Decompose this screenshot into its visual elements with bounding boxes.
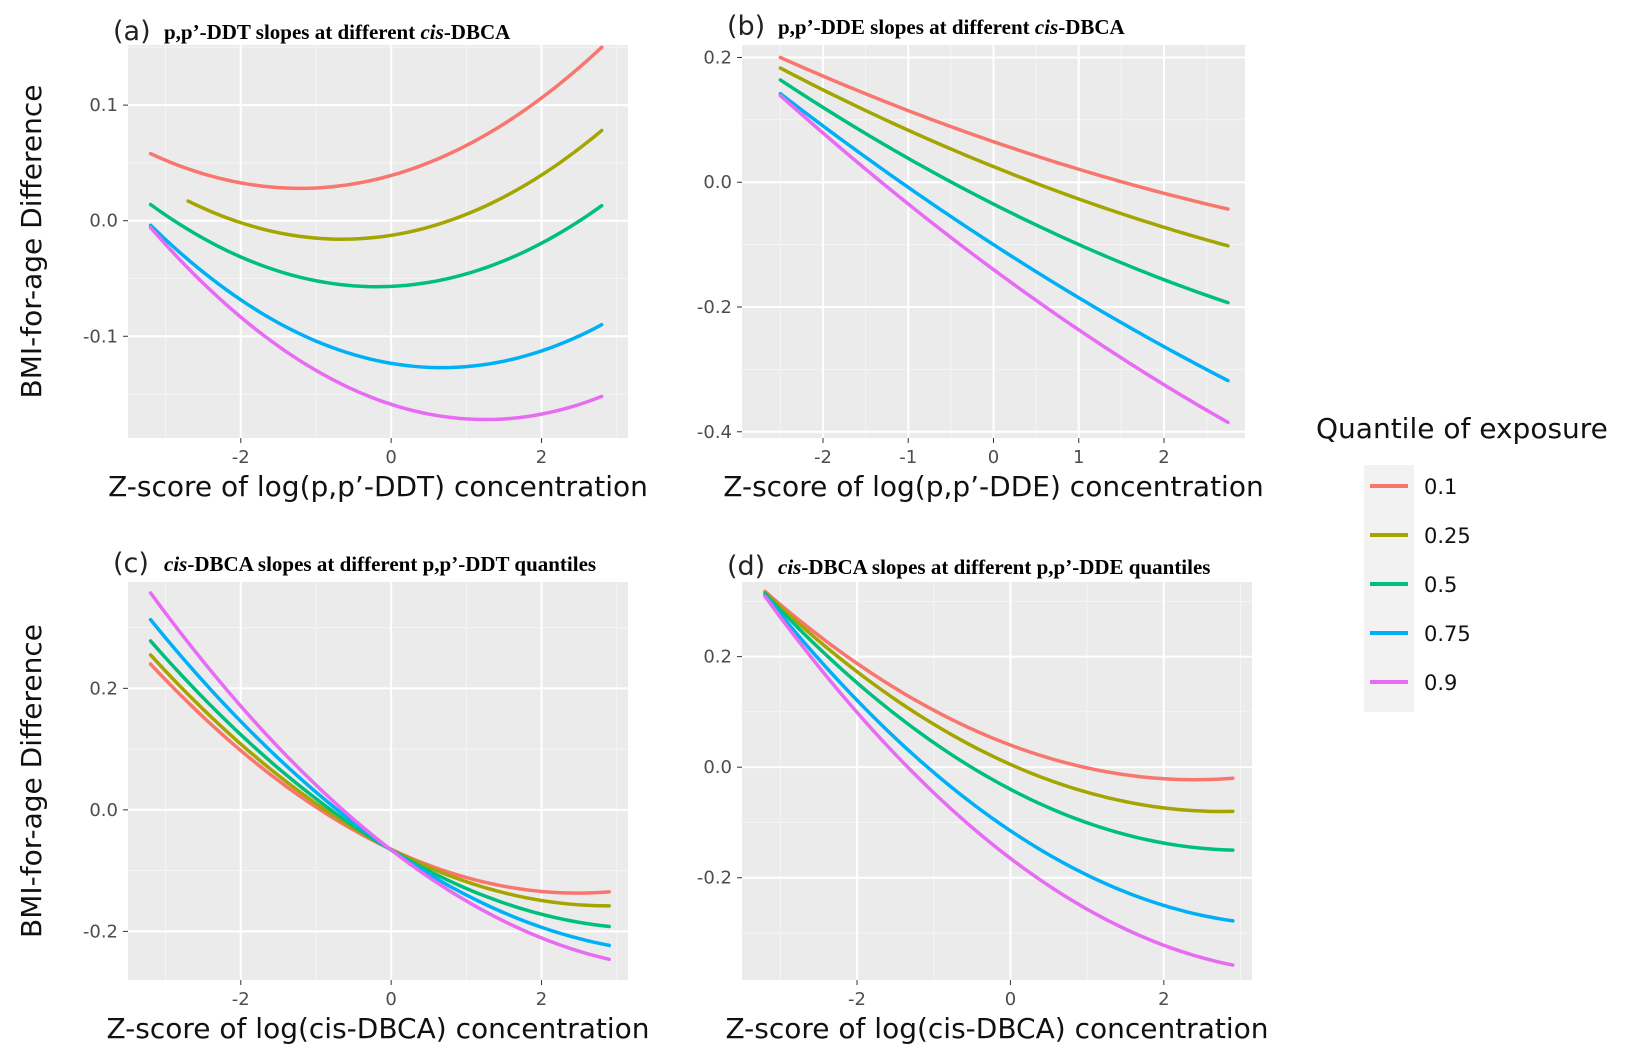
x-tick-label: 0 bbox=[385, 447, 396, 468]
y-tick-label: 0.2 bbox=[703, 647, 732, 668]
panel-title: cis-DBCA slopes at different p,p’-DDT qu… bbox=[164, 552, 596, 576]
series-line-0_9 bbox=[778, 93, 1230, 425]
series-line-0_1 bbox=[763, 589, 1235, 782]
series-line-0_75 bbox=[778, 91, 1230, 383]
panel-d: -2 0 2 0.2 0.0 -0.2 (d) cis-DBCA slopes at diff… bbox=[697, 551, 1269, 1045]
legend-label: 0.9 bbox=[1424, 671, 1457, 695]
series-line-0_5 bbox=[778, 78, 1230, 305]
legend-label: 0.5 bbox=[1424, 573, 1457, 597]
legend-label: 0.75 bbox=[1424, 622, 1471, 646]
panel-letter: (c) bbox=[113, 548, 149, 579]
series-line-0_9 bbox=[763, 594, 1235, 967]
series-line-0_5 bbox=[148, 202, 604, 289]
x-tick-label: 2 bbox=[536, 989, 547, 1010]
panels: -2 0 2 0.1 0.0 -0.1 (a) p,p’-DDT slopes at diff… bbox=[15, 11, 1269, 1045]
x-tick-label: 0 bbox=[1005, 989, 1016, 1010]
x-axis-label: Z-score of log(cis-DBCA) concentration bbox=[725, 1012, 1268, 1045]
series-line-0_1 bbox=[778, 55, 1230, 211]
plot-background bbox=[128, 45, 628, 438]
series-line-0_25 bbox=[778, 66, 1230, 248]
x-tick-label: 2 bbox=[1158, 989, 1169, 1010]
series-line-0_25 bbox=[186, 128, 604, 241]
x-tick-label: -2 bbox=[814, 447, 832, 468]
series-line-0_9 bbox=[148, 225, 604, 422]
y-tick-label: 0.0 bbox=[89, 800, 118, 821]
panel-title: p,p’-DDE slopes at different cis-DBCA bbox=[778, 15, 1126, 39]
panel-letter: (a) bbox=[113, 16, 151, 47]
y-tick-label: 0.2 bbox=[89, 678, 118, 699]
y-tick-label: -0.4 bbox=[697, 422, 732, 443]
y-axis-label: BMI-for-age Difference bbox=[15, 624, 48, 938]
panel-letter: (b) bbox=[727, 11, 765, 42]
y-tick-label: 0.0 bbox=[89, 211, 118, 232]
y-tick-label: 0.2 bbox=[703, 47, 732, 68]
x-tick-label: 0 bbox=[988, 447, 999, 468]
series-line-0_1 bbox=[148, 45, 604, 191]
x-tick-label: -1 bbox=[899, 447, 917, 468]
y-tick-label: 0.0 bbox=[703, 172, 732, 193]
series-line-0_75 bbox=[763, 593, 1235, 923]
y-tick-label: -0.1 bbox=[83, 326, 118, 347]
legend: Quantile of exposure 0.1 0.25 0.5 0.75 0.9 bbox=[1316, 412, 1608, 712]
x-tick-label: 0 bbox=[385, 989, 396, 1010]
y-axis-label: BMI-for-age Difference bbox=[15, 85, 48, 399]
series-line-0_25 bbox=[763, 590, 1235, 814]
y-tick-label: -0.2 bbox=[697, 868, 732, 889]
legend-label: 0.1 bbox=[1424, 475, 1457, 499]
x-tick-label: 2 bbox=[536, 447, 547, 468]
x-tick-label: -2 bbox=[232, 989, 250, 1010]
x-tick-label: 1 bbox=[1073, 447, 1084, 468]
y-tick-label: 0.1 bbox=[89, 95, 118, 116]
y-tick-label: 0.0 bbox=[703, 757, 732, 778]
panel-a: -2 0 2 0.1 0.0 -0.1 (a) p,p’-DDT slopes at diff… bbox=[15, 16, 648, 503]
series-line-0_75 bbox=[148, 223, 604, 370]
x-axis-label: Z-score of log(p,p’-DDT) concentration bbox=[108, 470, 648, 503]
x-axis-label: Z-score of log(p,p’-DDE) concentration bbox=[723, 470, 1263, 503]
y-tick-label: -0.2 bbox=[697, 297, 732, 318]
x-tick-label: -2 bbox=[232, 447, 250, 468]
panel-title: p,p’-DDT slopes at different cis-DBCA bbox=[164, 20, 511, 44]
panel-letter: (d) bbox=[727, 551, 765, 582]
legend-label: 0.25 bbox=[1424, 524, 1471, 548]
panel-title: cis-DBCA slopes at different p,p’-DDE qu… bbox=[778, 555, 1210, 579]
panel-c: -2 0 2 0.2 0.0 -0.2 (c) cis-DBCA slopes at diff… bbox=[15, 548, 650, 1045]
x-tick-label: 2 bbox=[1158, 447, 1169, 468]
legend-title: Quantile of exposure bbox=[1316, 412, 1608, 445]
legend-key-background bbox=[1364, 465, 1414, 712]
plot-background bbox=[128, 582, 628, 980]
panel-b: -2 -1 0 1 2 0.2 0.0 -0.2 -0.4 (b) p,p’-DDE slopes … bbox=[697, 11, 1264, 503]
series-line-0_9 bbox=[148, 591, 611, 962]
series-line-0_5 bbox=[763, 591, 1235, 852]
x-axis-label: Z-score of log(cis-DBCA) concentration bbox=[106, 1012, 649, 1045]
y-tick-label: -0.2 bbox=[83, 921, 118, 942]
x-tick-label: -2 bbox=[848, 989, 866, 1010]
